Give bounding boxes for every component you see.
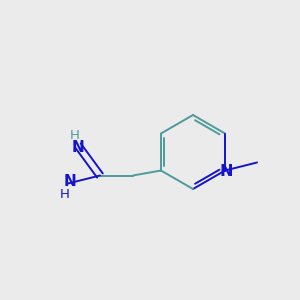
Text: N: N	[72, 140, 84, 155]
Text: H: H	[70, 129, 80, 142]
Text: N: N	[64, 174, 76, 189]
Text: H: H	[60, 188, 70, 201]
Text: N: N	[219, 164, 233, 179]
